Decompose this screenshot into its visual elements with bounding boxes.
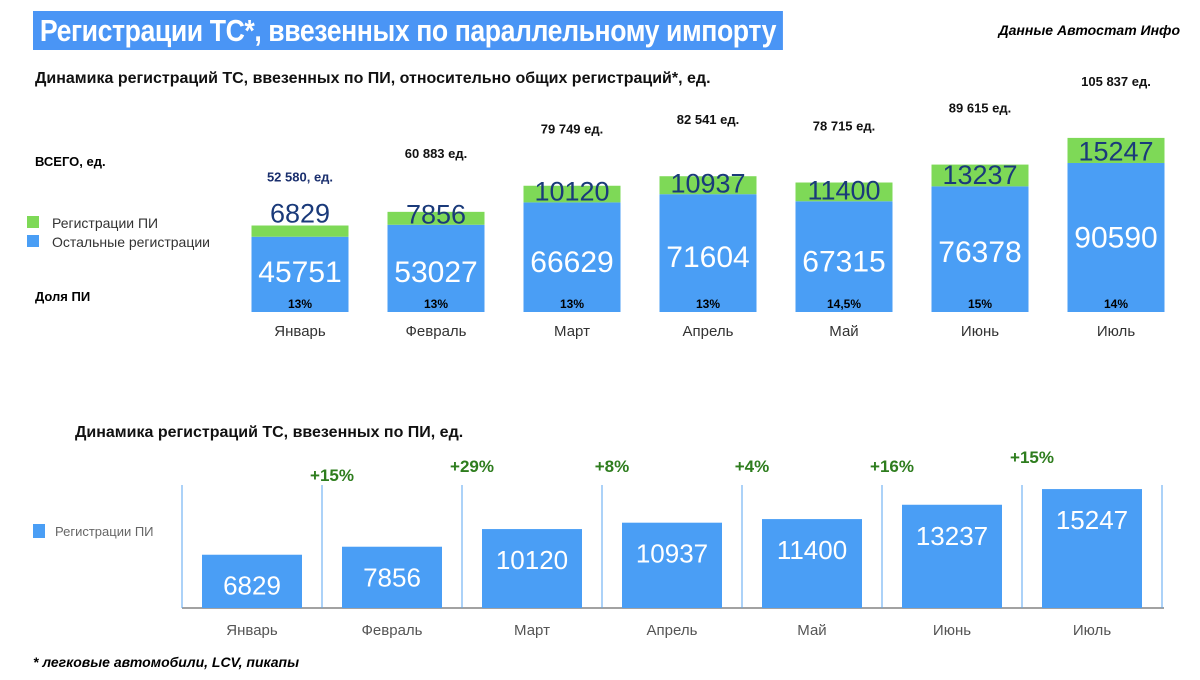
bar-other: [659, 194, 757, 312]
x-tick-label: Май: [797, 622, 826, 639]
x-tick-label: Январь: [226, 622, 278, 639]
legend-label: Регистрации ПИ: [55, 524, 154, 539]
bar-other-value: 45751: [258, 256, 341, 289]
bar: [622, 522, 722, 608]
footnote: * легковые автомобили, LCV, пикапы: [33, 654, 300, 670]
total-value: 89 615 ед.: [949, 101, 1011, 116]
share-value: 13%: [288, 297, 312, 311]
share-value: 15%: [968, 297, 992, 311]
bar-other: [251, 236, 349, 312]
bar-value: 10120: [496, 545, 568, 575]
total-value: 105 837 ед.: [1081, 74, 1151, 89]
growth-label: +8%: [595, 457, 630, 476]
bar-other: [931, 186, 1029, 312]
x-tick-label: Май: [829, 323, 858, 340]
bar-pi: [523, 185, 621, 203]
bar: [902, 504, 1002, 608]
bar: [202, 554, 302, 608]
x-tick-label: Март: [514, 622, 550, 639]
bar-pi: [659, 176, 757, 195]
legend-label-other: Остальные регистрации: [52, 234, 210, 250]
x-tick-label: Февраль: [362, 622, 423, 639]
total-value: 52 580, ед.: [267, 170, 333, 185]
bar-pi-value: 6829: [270, 199, 330, 229]
bar-other-value: 66629: [530, 246, 613, 279]
bar-other-value: 53027: [394, 256, 477, 289]
bar-other: [523, 202, 621, 312]
bar-value: 13237: [916, 521, 988, 551]
total-value: 78 715 ед.: [813, 119, 875, 134]
bar: [762, 519, 862, 608]
total-value: 82 541 ед.: [677, 112, 739, 127]
growth-label: +15%: [310, 466, 354, 485]
share-label: Доля ПИ: [35, 289, 90, 304]
share-value: 13%: [696, 297, 720, 311]
growth-label: +29%: [450, 457, 494, 476]
bar-other-value: 90590: [1074, 222, 1157, 255]
bar-pi-value: 7856: [406, 199, 466, 229]
total-label: ВСЕГО, ед.: [35, 154, 106, 169]
legend-label-pi: Регистрации ПИ: [52, 215, 158, 231]
chart1-title: Динамика регистраций ТС, ввезенных по ПИ…: [35, 70, 711, 87]
bar: [342, 546, 442, 608]
legend-swatch-other: [27, 235, 39, 247]
bar-value: 7856: [363, 563, 421, 593]
bar-pi: [795, 182, 893, 202]
bar-pi: [931, 164, 1029, 187]
total-value: 79 749 ед.: [541, 122, 603, 137]
bar-value: 11400: [777, 535, 847, 565]
x-tick-label: Март: [554, 323, 590, 340]
chart2-title: Динамика регистраций ТС, ввезенных по ПИ…: [75, 424, 464, 441]
x-tick-label: Январь: [274, 323, 326, 340]
bar-pi-value: 13237: [942, 160, 1017, 190]
bar-pi: [251, 225, 349, 237]
bar-other-value: 67315: [802, 245, 885, 278]
source-label: Данные Автостат Инфо: [998, 22, 1180, 38]
growth-label: +16%: [870, 457, 914, 476]
total-value: 60 883 ед.: [405, 146, 467, 161]
bar: [482, 529, 582, 608]
bar: [1042, 489, 1142, 608]
bar-pi-value: 10937: [670, 168, 745, 198]
x-tick-label: Апрель: [683, 323, 734, 340]
x-tick-label: Апрель: [647, 622, 698, 639]
x-tick-label: Июнь: [961, 323, 999, 340]
share-value: 14%: [1104, 297, 1128, 311]
share-value: 14,5%: [827, 297, 861, 311]
bar-other-value: 76378: [938, 236, 1021, 269]
legend-swatch: [33, 524, 45, 538]
bar-other: [795, 201, 893, 312]
bar-pi-value: 15247: [1078, 136, 1153, 166]
x-tick-label: Июль: [1073, 622, 1111, 639]
bar-pi: [387, 211, 485, 225]
bar-other: [387, 224, 485, 312]
x-tick-label: Июль: [1097, 323, 1135, 340]
bar-other: [1067, 162, 1165, 312]
share-value: 13%: [424, 297, 448, 311]
growth-label: +15%: [1010, 448, 1054, 467]
bar-other-value: 71604: [666, 241, 749, 274]
growth-label: +4%: [735, 457, 770, 476]
share-value: 13%: [560, 297, 584, 311]
x-tick-label: Июнь: [933, 622, 971, 639]
bar-value: 15247: [1056, 505, 1128, 535]
x-tick-label: Февраль: [406, 323, 467, 340]
bar-pi: [1067, 137, 1165, 163]
legend-swatch-pi: [27, 216, 39, 228]
bar-pi-value: 10120: [534, 177, 609, 207]
page-title: Регистрации ТС*, ввезенных по параллельн…: [33, 11, 783, 50]
bar-value: 10937: [636, 539, 708, 569]
bar-pi-value: 11400: [807, 175, 880, 205]
bar-value: 6829: [223, 571, 281, 601]
